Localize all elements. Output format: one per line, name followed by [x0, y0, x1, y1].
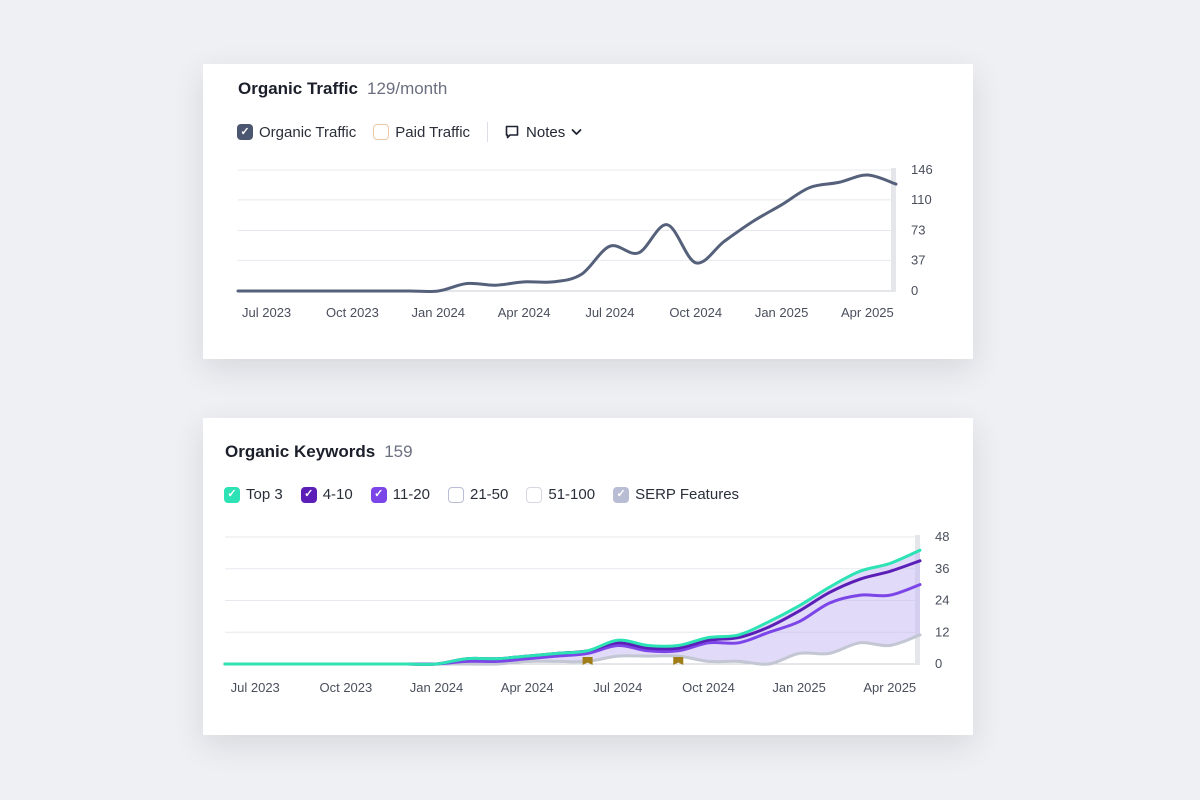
legend-label: Top 3: [246, 486, 283, 503]
legend-label: 51-100: [548, 486, 596, 503]
legend-organic-traffic[interactable]: ✓ Organic Traffic: [237, 124, 356, 141]
x-tick-label: Jul 2024: [585, 305, 634, 320]
y-tick-label: 24: [935, 593, 949, 608]
x-tick-label: Jan 2025: [755, 305, 809, 320]
y-tick-label: 12: [935, 624, 949, 639]
legend-label: Paid Traffic: [395, 123, 471, 141]
x-tick-label: Oct 2023: [319, 680, 372, 695]
x-tick-label: Apr 2024: [501, 680, 554, 695]
legend-label: 11-20: [392, 486, 430, 503]
x-tick-label: Oct 2024: [682, 680, 735, 695]
checkbox-checked-icon[interactable]: ✓: [370, 486, 387, 503]
y-tick-label: 0: [935, 656, 942, 671]
x-tick-label: Jan 2024: [412, 305, 466, 320]
organic-keywords-value: 159: [384, 442, 413, 461]
x-tick-label: Apr 2025: [863, 680, 916, 695]
organic-traffic-legend: ✓ Organic Traffic Paid Traffic Notes: [237, 122, 582, 142]
y-tick-label: 36: [935, 561, 949, 576]
y-tick-label: 48: [935, 529, 949, 544]
y-tick-label: 37: [911, 252, 925, 267]
notes-label: Notes: [526, 123, 566, 141]
y-tick-label: 73: [911, 223, 925, 238]
checkbox-checked-icon[interactable]: ✓: [237, 124, 253, 140]
organic-keywords-chart: 0 12 24 36 48 Jul 2023 Oct 2023 Jan 2024 Apr 202…: [223, 529, 949, 695]
legend-11-20[interactable]: ✓ 11-20: [370, 486, 430, 503]
x-tick-label: Apr 2024: [498, 305, 551, 320]
x-tick-label: Oct 2023: [326, 305, 379, 320]
x-tick-label: Apr 2025: [841, 305, 894, 320]
legend-top-3[interactable]: ✓ Top 3: [224, 486, 283, 503]
y-tick-label: 110: [911, 192, 932, 207]
organic-keywords-title: Organic Keywords: [225, 442, 376, 461]
checkbox-unchecked-icon[interactable]: [526, 486, 543, 503]
legend-serp-features[interactable]: ✓ SERP Features: [613, 486, 739, 503]
legend-label: SERP Features: [635, 486, 740, 503]
legend-divider: [487, 122, 489, 142]
checkbox-unchecked-icon[interactable]: [448, 486, 464, 503]
organic-traffic-chart: 0 37 73 110 146 Jul 2023 Oct 2023 Jan 2024 Apr 2…: [236, 162, 933, 320]
organic-keywords-legend: ✓ Top 3 ✓ 4-10 ✓ 11-20 21-50 51-100 ✓ SE…: [224, 486, 757, 503]
organic-traffic-title: Organic Traffic: [238, 79, 358, 98]
y-tick-label: 146: [911, 162, 933, 177]
chevron-down-icon: [571, 129, 582, 135]
checkbox-checked-icon[interactable]: ✓: [613, 486, 630, 503]
checkbox-checked-icon[interactable]: ✓: [300, 486, 317, 503]
x-tick-label: Jan 2024: [410, 680, 464, 695]
notes-dropdown[interactable]: Notes: [504, 124, 582, 141]
series-line-organic-traffic: [236, 173, 898, 294]
legend-label: Organic Traffic: [259, 123, 357, 141]
organic-traffic-value: 129/month: [366, 79, 448, 98]
checkbox-unchecked-icon[interactable]: [373, 124, 390, 140]
x-tick-label: Oct 2024: [669, 305, 722, 320]
flag-icon: [582, 657, 593, 665]
x-tick-label: Jul 2024: [593, 680, 642, 695]
legend-label: 4-10: [322, 486, 353, 503]
series-line-top-3: [223, 548, 922, 666]
legend-51-100[interactable]: 51-100: [526, 486, 595, 503]
x-tick-label: Jul 2023: [231, 680, 280, 695]
flag-icon: [673, 657, 684, 665]
legend-paid-traffic[interactable]: Paid Traffic: [373, 124, 470, 141]
legend-label: 21-50: [470, 486, 509, 503]
checkbox-checked-icon[interactable]: ✓: [224, 486, 240, 503]
x-tick-label: Jul 2023: [242, 305, 291, 320]
speech-bubble-icon: [505, 125, 519, 139]
hover-band: [891, 168, 896, 291]
organic-keywords-header: Organic Keywords 159: [225, 442, 413, 462]
legend-4-10[interactable]: ✓ 4-10: [300, 486, 353, 503]
x-tick-label: Jan 2025: [772, 680, 826, 695]
organic-traffic-header: Organic Traffic 129/month: [238, 79, 447, 99]
organic-traffic-card: Organic Traffic 129/month ✓ Organic Traf…: [203, 64, 973, 359]
organic-keywords-card: Organic Keywords 159 ✓ Top 3 ✓ 4-10 ✓ 11…: [203, 418, 973, 735]
y-tick-label: 0: [911, 283, 918, 298]
legend-21-50[interactable]: 21-50: [448, 486, 508, 503]
keywords-area-fill: [225, 550, 920, 665]
